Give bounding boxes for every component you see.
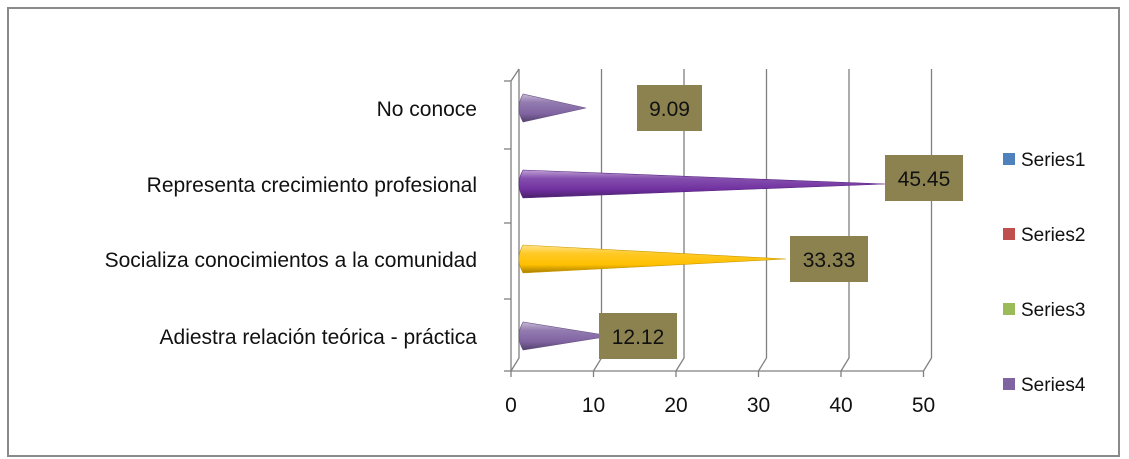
legend-label: Series3 [1021,300,1085,321]
legend-label: Series2 [1021,225,1085,246]
category-label: Adiestra relación teórica - práctica [160,326,478,349]
bars [518,93,886,351]
data-label-box [637,85,702,131]
x-tick-label: 30 [747,394,770,417]
category-label: Socializa conocimientos a la comunidad [105,249,477,272]
x-tick-label: 10 [582,394,605,417]
legend-label: Series1 [1021,150,1085,171]
x-tick-label: 50 [912,394,935,417]
bar [518,321,612,351]
legend-swatch [1003,153,1015,165]
gridlines [510,69,933,372]
data-labels: 12.12 33.33 45.45 9.09 [599,85,963,359]
data-label: 45.45 [898,168,951,191]
x-tick-label: 20 [664,394,687,417]
legend-swatch [1003,303,1015,315]
gridline [840,69,850,372]
data-label-box [599,313,677,359]
category-label: Representa crecimiento profesional [147,174,477,197]
category-label: No conoce [377,98,477,121]
bar [518,244,786,274]
data-label-box [790,236,868,282]
gridline [675,69,685,372]
gridline [757,69,768,372]
data-label-box [885,155,963,201]
x-tick-label: 0 [505,394,517,417]
legend-label: Series4 [1021,375,1086,396]
legend-swatch [1003,228,1015,240]
chart-frame: 12.12 33.33 45.45 9.09 Adiestra relación te… [7,7,1120,457]
legend-swatch [1003,378,1015,390]
x-tick-label: 40 [829,394,852,417]
gridline [922,69,933,372]
bar-chart: 12.12 33.33 45.45 9.09 Adiestra relación te… [105,68,1086,417]
data-label: 12.12 [612,326,665,349]
x-tick-labels: 0 10 20 30 40 50 [505,394,935,417]
bar [518,93,587,123]
legend: Series1 Series2 Series3 Series4 [1003,150,1086,396]
axes [504,68,925,377]
category-labels: Adiestra relación teórica - práctica Soci… [105,98,478,349]
data-label: 33.33 [803,249,856,272]
bar [518,169,886,199]
gridline [510,69,520,372]
y-axis-line [510,68,520,371]
data-label: 9.09 [649,98,690,121]
